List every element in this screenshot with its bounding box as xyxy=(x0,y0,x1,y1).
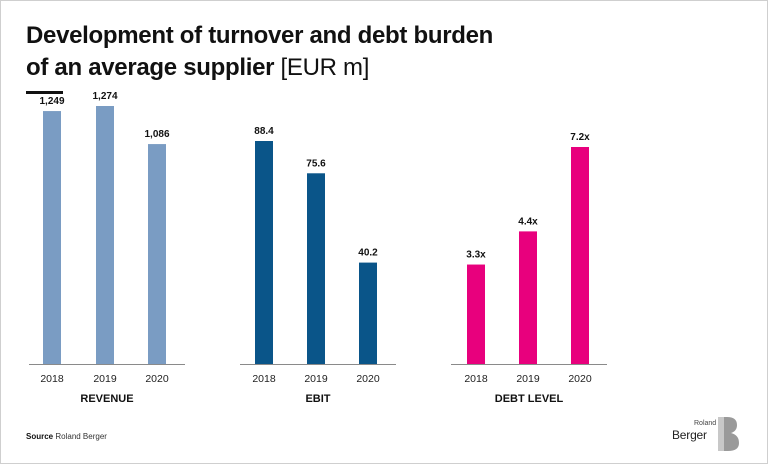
data-label: 40.2 xyxy=(358,248,378,259)
bar-2018 xyxy=(43,111,61,364)
chart-title: Development of turnover and debt burden … xyxy=(26,20,493,84)
data-label: 88.4 xyxy=(254,126,274,137)
logo-text-berger: Berger xyxy=(672,428,707,442)
data-label: 7.2x xyxy=(570,132,590,143)
bar-2020 xyxy=(148,144,166,364)
title-line-2: of an average supplier [EUR m] xyxy=(26,52,493,84)
x-tick-label: 2018 xyxy=(252,373,276,385)
source-text: Roland Berger xyxy=(55,432,107,441)
data-label: 4.4x xyxy=(518,216,538,227)
x-tick-label: 2020 xyxy=(568,373,592,385)
title-line-1: Development of turnover and debt burden xyxy=(26,22,493,49)
x-tick-label: 2019 xyxy=(516,373,540,385)
data-label: 1,249 xyxy=(39,96,64,107)
bar-2019 xyxy=(96,106,114,364)
bar-2018 xyxy=(467,264,485,364)
x-tick-label: 2020 xyxy=(145,373,169,385)
data-label: 1,274 xyxy=(92,91,117,102)
bar-2020 xyxy=(571,147,589,364)
panel-title: DEBT LEVEL xyxy=(495,393,564,405)
x-tick-label: 2020 xyxy=(356,373,380,385)
roland-berger-logo: Roland Berger B xyxy=(672,416,742,452)
data-label: 3.3x xyxy=(466,250,486,261)
bar-2019 xyxy=(519,231,537,364)
title-underline xyxy=(26,91,63,94)
panel-title: EBIT xyxy=(305,393,330,405)
bar-2018 xyxy=(255,141,273,364)
bar-2020 xyxy=(359,262,377,364)
data-label: 1,086 xyxy=(144,129,169,140)
logo-text-roland: Roland xyxy=(694,420,717,427)
x-tick-label: 2018 xyxy=(464,373,488,385)
data-label: 75.6 xyxy=(306,158,326,169)
bar-2019 xyxy=(307,173,325,364)
source-note: Source Roland Berger xyxy=(26,432,107,441)
x-tick-label: 2019 xyxy=(304,373,328,385)
x-tick-label: 2019 xyxy=(93,373,117,385)
title-unit: [EUR m] xyxy=(274,54,370,81)
source-label: Source xyxy=(26,432,54,441)
x-tick-label: 2018 xyxy=(40,373,64,385)
title-line-2-bold: of an average supplier xyxy=(26,54,275,81)
panel-title: REVENUE xyxy=(80,393,133,405)
logo-b-mark-icon: B xyxy=(718,417,739,451)
